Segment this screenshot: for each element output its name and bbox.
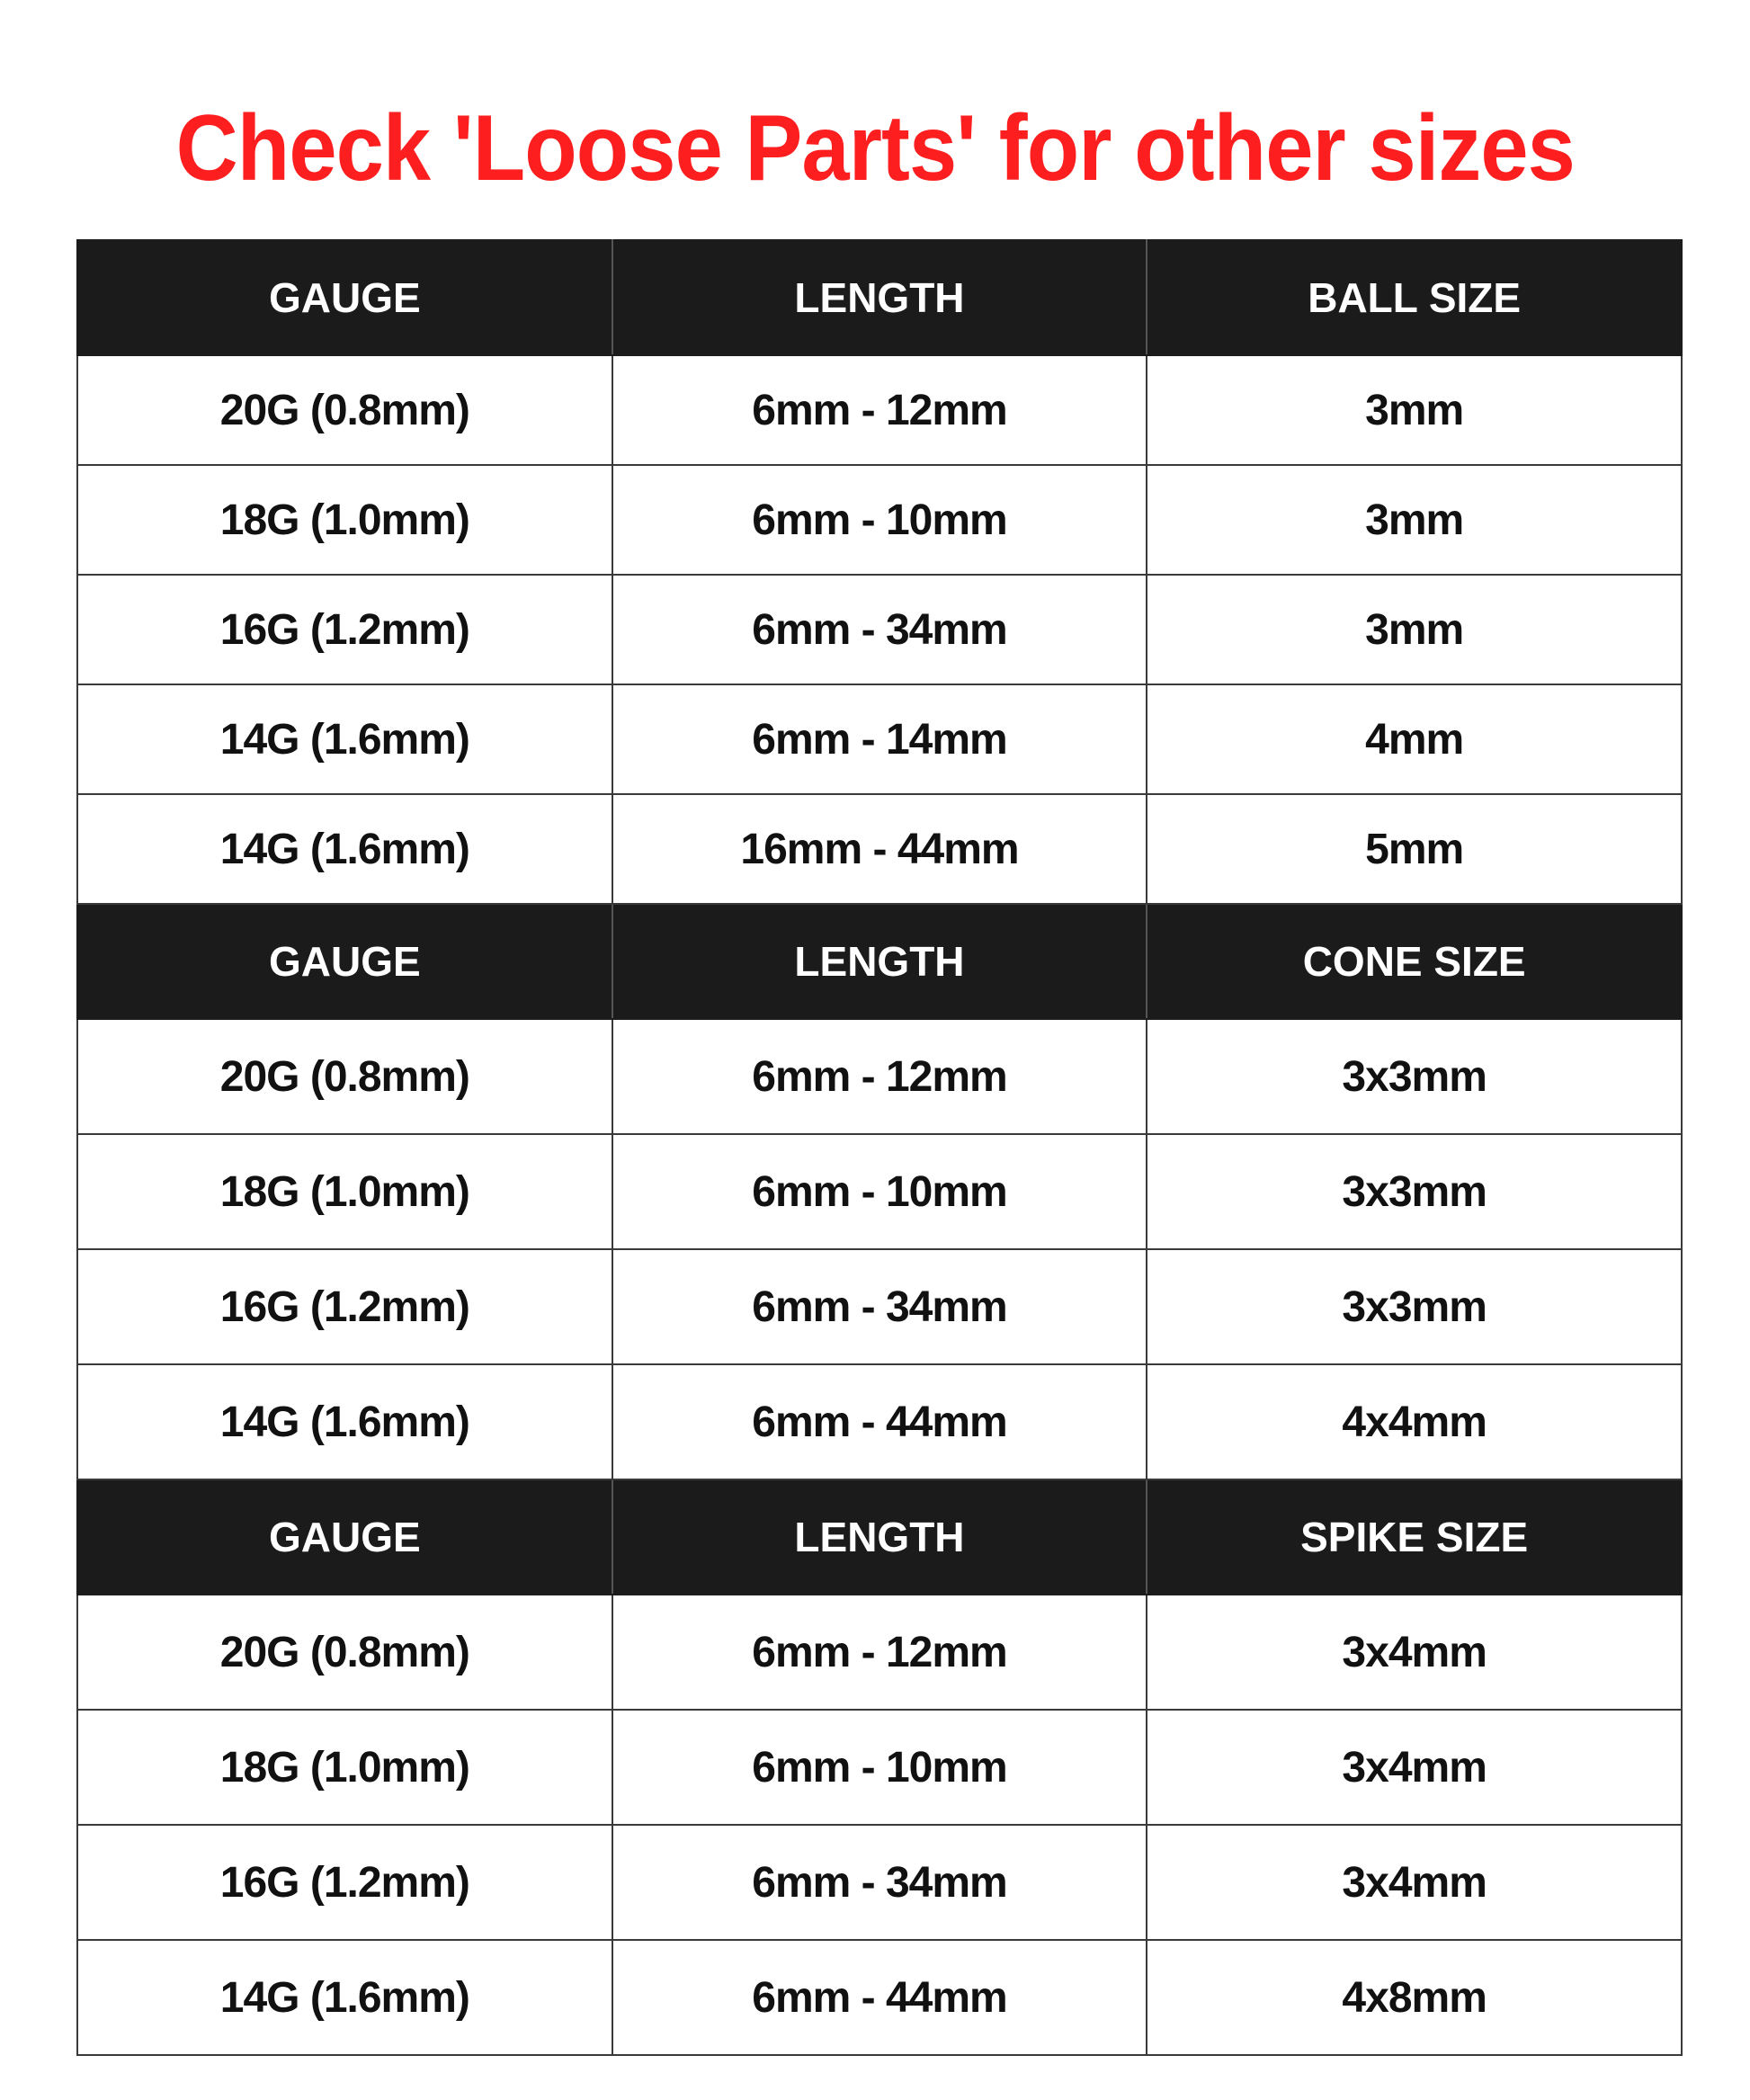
- table-row: 18G (1.0mm) 6mm - 10mm 3mm: [76, 464, 1683, 576]
- table-row: 18G (1.0mm) 6mm - 10mm 3x4mm: [76, 1709, 1683, 1826]
- table-row: 16G (1.2mm) 6mm - 34mm 3mm: [76, 574, 1683, 685]
- gauge-cell: 16G (1.2mm): [76, 1824, 613, 1941]
- size-cell: 3x4mm: [1146, 1824, 1683, 1941]
- column-header: GAUGE: [76, 903, 613, 1020]
- table-row: 16G (1.2mm) 6mm - 34mm 3x4mm: [76, 1824, 1683, 1941]
- length-cell: 6mm - 34mm: [611, 1824, 1148, 1941]
- length-cell: 6mm - 34mm: [611, 574, 1148, 685]
- table-row: 16G (1.2mm) 6mm - 34mm 3x3mm: [76, 1248, 1683, 1365]
- table-row: 14G (1.6mm) 6mm - 44mm 4x4mm: [76, 1363, 1683, 1480]
- size-cell: 3mm: [1146, 354, 1683, 466]
- column-header: LENGTH: [611, 903, 1148, 1020]
- gauge-cell: 20G (0.8mm): [76, 1594, 613, 1711]
- length-cell: 6mm - 10mm: [611, 464, 1148, 576]
- gauge-cell: 18G (1.0mm): [76, 1709, 613, 1826]
- gauge-cell: 16G (1.2mm): [76, 1248, 613, 1365]
- size-cell: 5mm: [1146, 793, 1683, 905]
- size-cell: 4x4mm: [1146, 1363, 1683, 1480]
- size-cell: 4mm: [1146, 684, 1683, 795]
- length-cell: 6mm - 12mm: [611, 1018, 1148, 1135]
- title-text: Check 'Loose Parts' for other sizes: [175, 96, 1575, 201]
- table-row: 14G (1.6mm) 6mm - 14mm 4mm: [76, 684, 1683, 795]
- length-cell: 6mm - 10mm: [611, 1709, 1148, 1826]
- length-cell: 6mm - 34mm: [611, 1248, 1148, 1365]
- gauge-cell: 20G (0.8mm): [76, 354, 613, 466]
- size-cell: 3x3mm: [1146, 1248, 1683, 1365]
- gauge-cell: 14G (1.6mm): [76, 1939, 613, 2056]
- length-cell: 6mm - 12mm: [611, 1594, 1148, 1711]
- section-header-row: GAUGE LENGTH SPIKE SIZE: [76, 1479, 1683, 1595]
- column-header: GAUGE: [76, 1479, 613, 1595]
- gauge-cell: 14G (1.6mm): [76, 1363, 613, 1480]
- section-header-row: GAUGE LENGTH CONE SIZE: [76, 903, 1683, 1020]
- table-row: 14G (1.6mm) 16mm - 44mm 5mm: [76, 793, 1683, 905]
- size-cell: 3x3mm: [1146, 1018, 1683, 1135]
- size-cell: 3mm: [1146, 464, 1683, 576]
- table-row: 20G (0.8mm) 6mm - 12mm 3x4mm: [76, 1594, 1683, 1711]
- gauge-cell: 18G (1.0mm): [76, 1133, 613, 1250]
- column-header: LENGTH: [611, 1479, 1148, 1595]
- length-cell: 6mm - 14mm: [611, 684, 1148, 795]
- size-cell: 3x4mm: [1146, 1709, 1683, 1826]
- length-cell: 6mm - 44mm: [611, 1939, 1148, 2056]
- column-header: BALL SIZE: [1146, 239, 1683, 356]
- column-header: GAUGE: [76, 239, 613, 356]
- size-chart-table: GAUGE LENGTH BALL SIZE 20G (0.8mm) 6mm - 12m…: [76, 239, 1683, 2056]
- gauge-cell: 14G (1.6mm): [76, 684, 613, 795]
- table-row: 18G (1.0mm) 6mm - 10mm 3x3mm: [76, 1133, 1683, 1250]
- length-cell: 16mm - 44mm: [611, 793, 1148, 905]
- gauge-cell: 16G (1.2mm): [76, 574, 613, 685]
- size-cell: 4x8mm: [1146, 1939, 1683, 2056]
- column-header: SPIKE SIZE: [1146, 1479, 1683, 1595]
- size-cell: 3mm: [1146, 574, 1683, 685]
- size-cell: 3x4mm: [1146, 1594, 1683, 1711]
- gauge-cell: 20G (0.8mm): [76, 1018, 613, 1135]
- length-cell: 6mm - 44mm: [611, 1363, 1148, 1480]
- column-header: LENGTH: [611, 239, 1148, 356]
- table-row: 14G (1.6mm) 6mm - 44mm 4x8mm: [76, 1939, 1683, 2056]
- length-cell: 6mm - 12mm: [611, 354, 1148, 466]
- gauge-cell: 14G (1.6mm): [76, 793, 613, 905]
- column-header: CONE SIZE: [1146, 903, 1683, 1020]
- size-cell: 3x3mm: [1146, 1133, 1683, 1250]
- table-row: 20G (0.8mm) 6mm - 12mm 3mm: [76, 354, 1683, 466]
- section-header-row: GAUGE LENGTH BALL SIZE: [76, 239, 1683, 356]
- gauge-cell: 18G (1.0mm): [76, 464, 613, 576]
- table-row: 20G (0.8mm) 6mm - 12mm 3x3mm: [76, 1018, 1683, 1135]
- page-title: Check 'Loose Parts' for other sizes: [0, 90, 1750, 207]
- length-cell: 6mm - 10mm: [611, 1133, 1148, 1250]
